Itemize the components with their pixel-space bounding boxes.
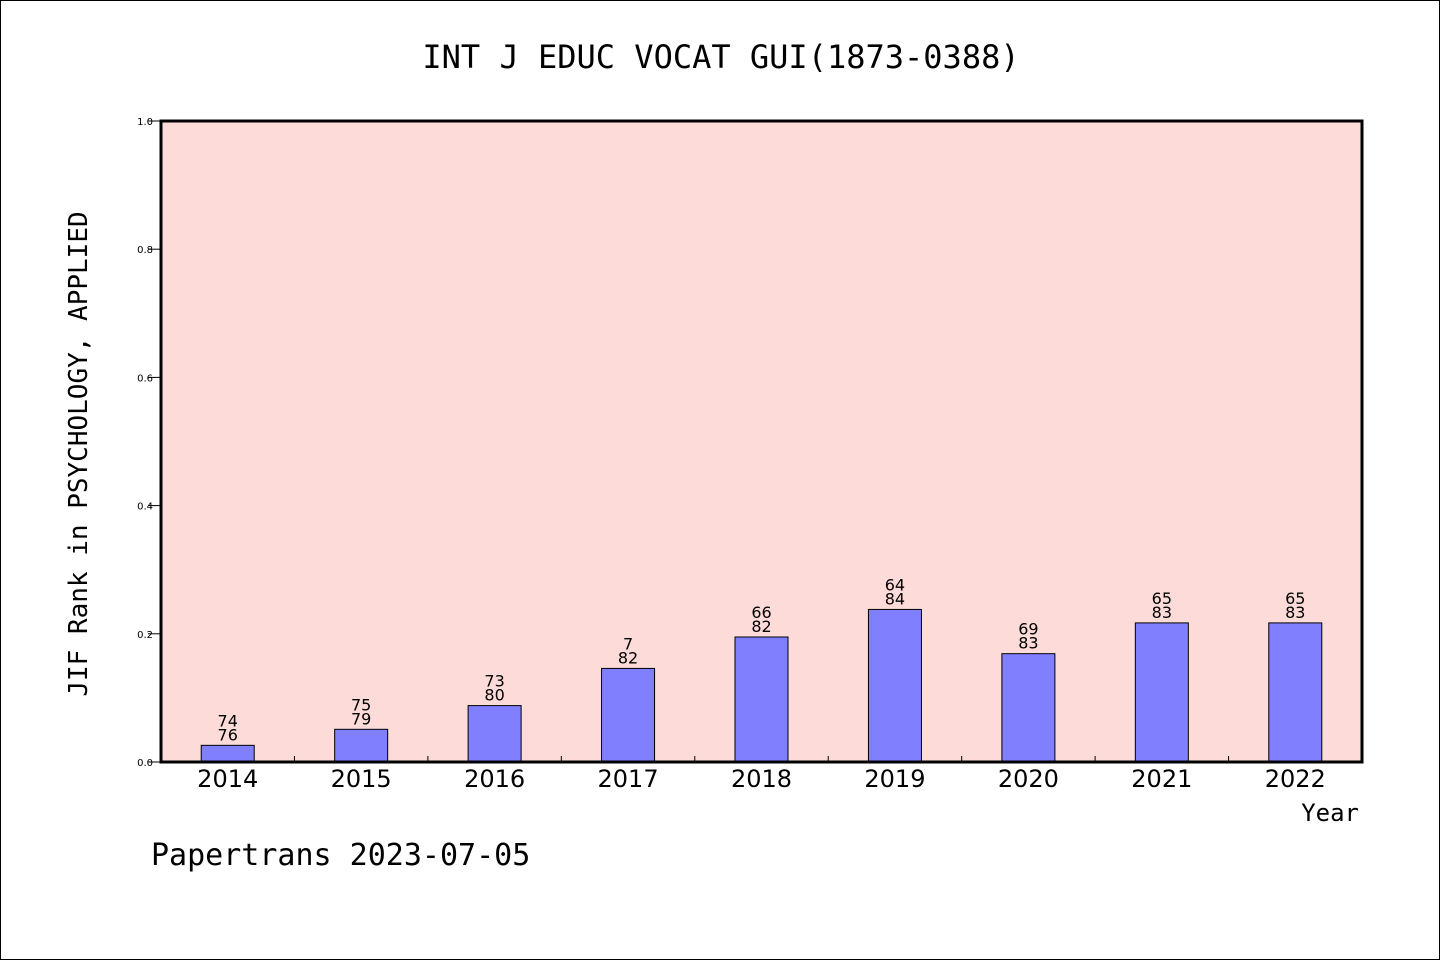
- bar-2015: [334, 728, 389, 763]
- bar-label-bottom: 82: [751, 617, 771, 636]
- y-axis-label: JIF Rank in PSYCHOLOGY, APPLIED: [64, 211, 94, 696]
- bar-label-top: 7: [623, 634, 633, 653]
- bar-label-bottom: 79: [351, 709, 371, 728]
- bar-2016: [467, 705, 522, 763]
- y-tick-label: 0.2: [137, 630, 153, 641]
- y-tick-label: 0.8: [137, 245, 153, 256]
- bar-2014: [200, 744, 255, 763]
- bar-2022: [1268, 622, 1323, 763]
- bar-2018: [734, 636, 789, 763]
- bar-label-top: 64: [885, 575, 905, 594]
- bar-label-bottom: 83: [1152, 603, 1172, 622]
- bar-2021: [1134, 622, 1189, 763]
- bar-label-top: 65: [1285, 589, 1305, 608]
- bar-2019: [867, 608, 922, 763]
- x-tick-label: 2015: [331, 765, 392, 793]
- bar-2017: [601, 667, 656, 763]
- chart-title: INT J EDUC VOCAT GUI(1873-0388): [422, 38, 1019, 76]
- bar-label-top: 65: [1152, 589, 1172, 608]
- plot-border: [159, 119, 1364, 764]
- bar-label-bottom: 80: [484, 686, 504, 705]
- bar-label-bottom: 84: [885, 589, 905, 608]
- y-tick-label: 1.0: [137, 117, 153, 128]
- x-axis-label: Year: [1301, 799, 1359, 827]
- x-tick-label: 2020: [998, 765, 1059, 793]
- x-tick-label: 2019: [864, 765, 925, 793]
- bar-label-bottom: 83: [1018, 634, 1038, 653]
- bar-label-top: 74: [218, 711, 238, 730]
- x-tick-label: 2022: [1265, 765, 1326, 793]
- x-tick-label: 2014: [197, 765, 258, 793]
- bar-2020: [1001, 653, 1056, 763]
- bar-label-top: 69: [1018, 620, 1038, 639]
- x-tick-label: 2021: [1131, 765, 1192, 793]
- x-axis: 2014 2015 2016 2017 2018 2019 2020 2021 2022: [197, 756, 1326, 793]
- bar-label-bottom: 76: [218, 725, 238, 744]
- y-tick-label: 0.6: [137, 373, 153, 384]
- footer-text: Papertrans 2023-07-05: [151, 838, 530, 873]
- x-tick-label: 2017: [598, 765, 659, 793]
- bar-label-top: 73: [484, 672, 504, 691]
- bar-label-top: 75: [351, 695, 371, 714]
- bar-label-top: 66: [751, 603, 771, 622]
- bar-label-bottom: 83: [1285, 603, 1305, 622]
- bar-label-bottom: 82: [618, 648, 638, 667]
- y-axis: 0.0 0.2 0.4 0.6 0.8 1.0: [137, 117, 161, 769]
- x-tick-label: 2018: [731, 765, 792, 793]
- x-tick-label: 2016: [464, 765, 525, 793]
- y-tick-label: 0.4: [137, 502, 153, 513]
- y-tick-label: 0.0: [137, 758, 153, 769]
